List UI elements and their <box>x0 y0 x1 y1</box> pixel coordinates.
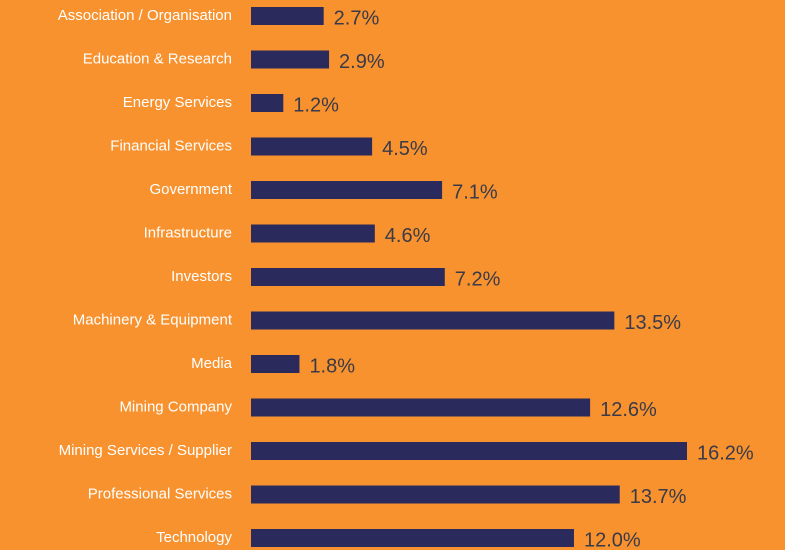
category-label: Mining Company <box>119 398 232 415</box>
value-label: 12.0% <box>584 529 641 550</box>
value-label: 2.9% <box>339 51 385 73</box>
category-label: Investors <box>171 268 232 285</box>
bar <box>251 268 445 286</box>
category-label: Association / Organisation <box>58 7 232 24</box>
value-label: 7.2% <box>455 268 501 290</box>
value-label: 4.6% <box>385 225 431 247</box>
bar <box>251 529 574 547</box>
value-label: 16.2% <box>697 442 754 464</box>
value-label: 1.8% <box>309 355 355 377</box>
bar <box>251 137 373 156</box>
category-label: Machinery & Equipment <box>73 311 233 328</box>
bar <box>251 442 687 460</box>
bar <box>251 398 591 417</box>
category-label: Technology <box>156 529 232 546</box>
category-label: Government <box>149 181 232 198</box>
value-label: 12.6% <box>600 399 657 421</box>
value-label: 7.1% <box>452 181 498 203</box>
bar <box>251 181 443 199</box>
bar <box>251 224 375 243</box>
value-label: 4.5% <box>382 138 428 160</box>
bar <box>251 50 330 69</box>
category-label: Infrastructure <box>144 224 232 241</box>
category-label: Energy Services <box>123 94 232 111</box>
bar <box>251 485 620 504</box>
category-label: Mining Services / Supplier <box>59 442 232 459</box>
category-label: Media <box>191 355 233 372</box>
bar <box>251 355 300 373</box>
bar <box>251 311 615 330</box>
bar <box>251 7 324 25</box>
bar <box>251 94 284 112</box>
value-label: 2.7% <box>334 7 380 29</box>
value-label: 13.7% <box>630 486 687 508</box>
value-label: 13.5% <box>624 312 681 334</box>
category-label: Education & Research <box>83 50 232 67</box>
value-label: 1.2% <box>293 94 339 116</box>
category-label: Professional Services <box>88 485 232 502</box>
category-label: Financial Services <box>110 137 232 154</box>
